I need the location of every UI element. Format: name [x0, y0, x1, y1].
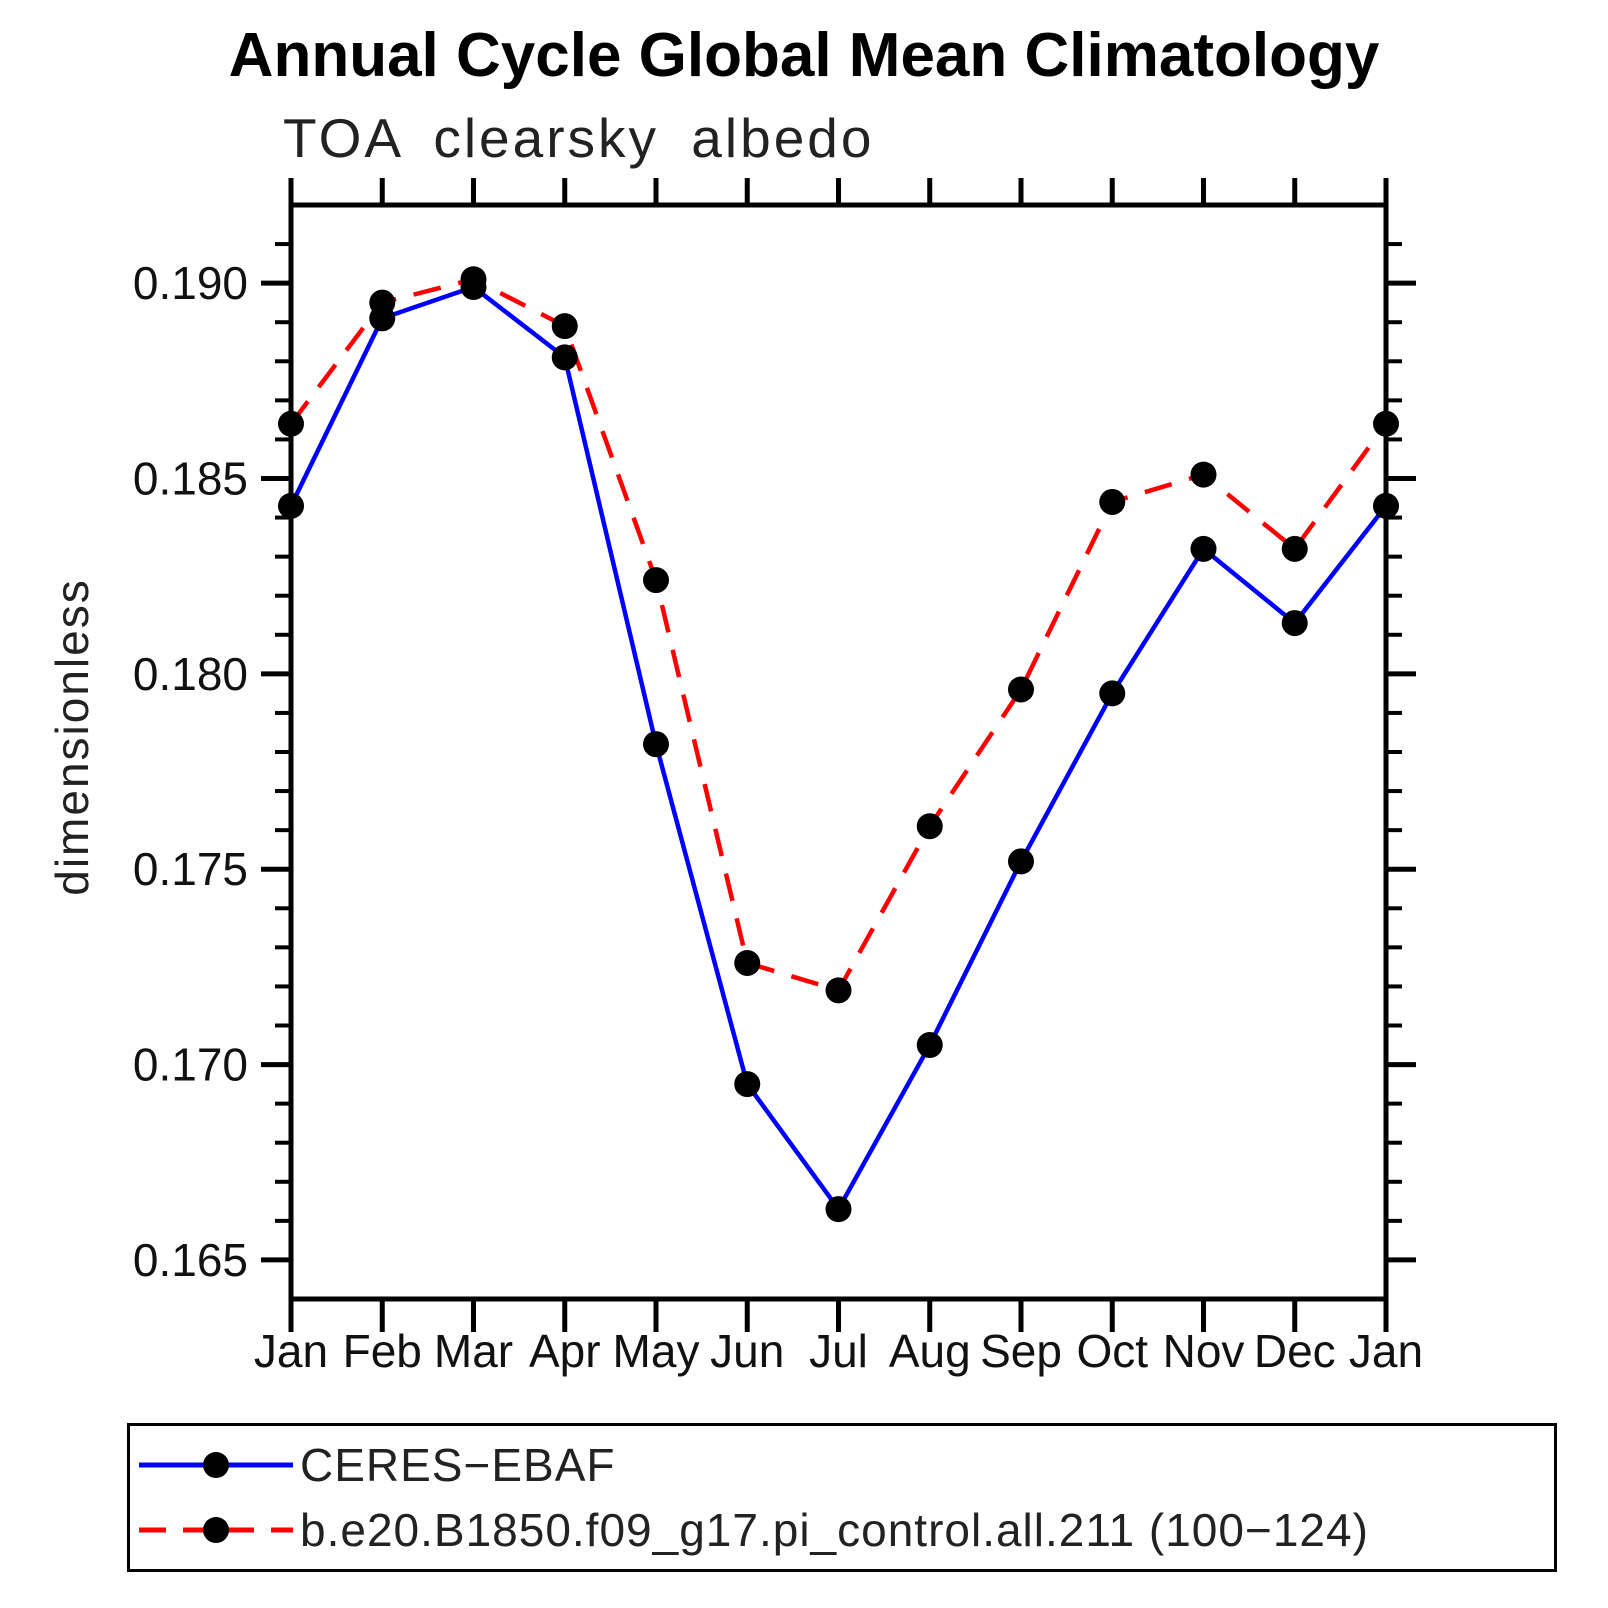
x-tick-label: Jan: [1349, 1325, 1423, 1377]
x-tick-label: Aug: [889, 1325, 971, 1377]
x-tick-label: Feb: [343, 1325, 422, 1377]
x-tick-label: Dec: [1254, 1325, 1336, 1377]
y-tick-label: 0.175: [133, 843, 248, 895]
plot-frame: [288, 202, 1389, 1302]
y-tick-label: 0.170: [133, 1039, 248, 1091]
x-tick-label: Jun: [710, 1325, 784, 1377]
chart-subtitle: TOA clearsky albedo: [283, 107, 875, 169]
data-point-marker: [1190, 461, 1217, 488]
x-tick-label: Oct: [1076, 1325, 1148, 1377]
x-tick-label: May: [613, 1325, 700, 1377]
data-point-marker: [1008, 676, 1034, 703]
series-line: [289, 276, 1388, 994]
data-point-marker: [643, 567, 669, 594]
y-tick-label: 0.185: [133, 453, 248, 505]
data-point-marker: [460, 266, 487, 293]
data-point-marker: [1099, 488, 1126, 515]
y-tick-label: 0.190: [133, 257, 248, 309]
legend-marker-icon: [203, 1517, 229, 1544]
data-point-marker: [551, 344, 578, 371]
y-tick-label: 0.180: [133, 648, 248, 700]
data-point-marker: [1373, 410, 1399, 437]
y-tick-label: 0.165: [133, 1234, 248, 1286]
legend-swatch-dashed-line: [139, 1517, 293, 1544]
legend-item-ceres: CERES−EBAF: [135, 1438, 1554, 1492]
data-point-marker: [1099, 680, 1126, 707]
data-point-marker: [1281, 535, 1308, 562]
data-point-marker: [278, 410, 304, 437]
data-point-marker: [916, 813, 943, 840]
data-point-marker: [1190, 535, 1217, 562]
data-point-marker: [1281, 610, 1308, 637]
x-tick-label: Apr: [529, 1325, 601, 1377]
x-tick-label: Sep: [980, 1325, 1062, 1377]
legend: CERES−EBAF b.e20.B1850.f09_g17.pi_contro…: [127, 1423, 1557, 1572]
data-point-marker: [643, 731, 669, 758]
x-tick-label: Nov: [1163, 1325, 1245, 1377]
data-point-marker: [369, 289, 396, 316]
data-point-marker: [916, 1032, 943, 1059]
x-tick-label: Mar: [434, 1325, 513, 1377]
legend-label: b.e20.B1850.f09_g17.pi_control.all.211 (…: [300, 1504, 1369, 1557]
data-point-marker: [825, 977, 852, 1004]
data-point-marker: [825, 1196, 852, 1223]
x-tick-label: Jul: [809, 1325, 868, 1377]
series-line: [288, 284, 1388, 1214]
legend-item-model: b.e20.B1850.f09_g17.pi_control.all.211 (…: [135, 1503, 1554, 1557]
data-point-marker: [734, 1071, 761, 1098]
x-tick-label: Jan: [254, 1325, 328, 1377]
data-point-marker: [1373, 492, 1399, 519]
legend-marker-icon: [203, 1451, 229, 1478]
data-point-marker: [278, 492, 304, 519]
data-point-marker: [551, 313, 578, 340]
chart-title: Annual Cycle Global Mean Climatology: [228, 21, 1380, 90]
data-point-marker: [734, 949, 761, 976]
legend-swatch-solid-line: [139, 1451, 293, 1478]
legend-label: CERES−EBAF: [300, 1438, 616, 1491]
data-point-marker: [1008, 848, 1034, 875]
